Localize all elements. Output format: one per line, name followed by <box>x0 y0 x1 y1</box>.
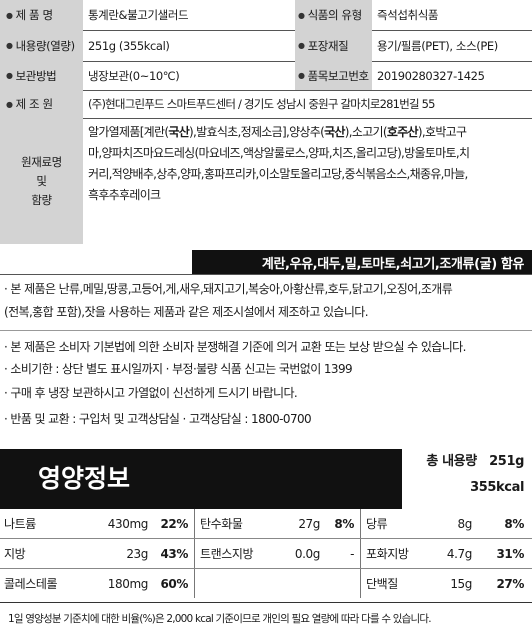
content-label-cell: ● 내용량(열량) <box>0 30 83 61</box>
ingredients-line: 커리,적양배추,상추,양파,홍파프리카,이소말토올리고당,중식볶음소스,채종유,… <box>88 167 468 181</box>
origin-mark: 호주산 <box>386 125 419 139</box>
total-kcal: 355kcal <box>470 480 524 495</box>
nutrient-amount: 180mg <box>107 576 149 591</box>
product-name-label: 제 품 명 <box>15 8 53 22</box>
nutrient-name: 당류 <box>366 517 388 531</box>
nutrition-title: 영양정보 <box>38 464 131 493</box>
info-row-product: ● 제 품 명 통계란&불고기샐러드 ● 식품의 유형 즉석섭취식품 <box>0 0 532 30</box>
notice-line: · 본 제품은 난류,메밀,땅콩,고등어,게,새우,돼지고기,복숭아,아황산류,… <box>4 282 453 296</box>
content-value: 251g (355kcal) <box>88 38 170 53</box>
column-divider <box>194 539 195 568</box>
column-divider <box>360 569 361 598</box>
type-label: 식품의 유형 <box>307 8 363 22</box>
divider <box>0 118 532 119</box>
divider <box>0 538 532 539</box>
nutrition-row: 나트륨 430mg 22% 탄수화물 27g 8% 당류 8g 8% <box>0 509 532 538</box>
origin-mark: 국산 <box>168 125 190 139</box>
divider <box>0 90 532 91</box>
nutrient-name: 단백질 <box>366 577 398 591</box>
notice-line: · 구매 후 냉장 보관하시고 가열없이 신선하게 드시기 바랍니다. <box>4 386 298 400</box>
nutrient-amount: 430mg <box>107 516 149 531</box>
ingredients-line: 마,양파치즈마요드레싱(마요네즈,액상알룰로스,양파,치즈,올리고당),방울토마… <box>88 146 470 160</box>
nutrient-percent: 27% <box>496 576 524 591</box>
notice-line: · 반품 및 교환 : 구입처 및 고객상담실 · 고객상담실 : 1800-0… <box>4 412 312 426</box>
ingredients-text: 알가열제품[계란(국산),발효식초,정제소금],양상추(국산),소고기(호주산)… <box>88 122 530 206</box>
packaging-value: 용기/필름(PET), 소스(PE) <box>377 38 498 53</box>
notice-line: (전복,홍합 포함),잣을 사용하는 제품과 같은 제조시설에서 제조하고 있습… <box>4 305 369 319</box>
allergen-notice: 계란,우유,대두,밀,토마토,쇠고기,조개류(굴) 함유 <box>192 250 532 274</box>
type-label-cell: ● 식품의 유형 <box>295 0 372 30</box>
nutrient-amount: 15g <box>450 576 472 591</box>
column-divider <box>360 539 361 568</box>
nutrient-amount: 0.0g <box>294 546 321 561</box>
nutrition-row: 지방 23g 43% 트랜스지방 0.0g - 포화지방 4.7g 31% <box>0 539 532 568</box>
nutrient-percent: 8% <box>334 516 354 531</box>
nutrient-name: 포화지방 <box>366 547 409 561</box>
content-label: 내용량(열량) <box>15 38 75 53</box>
maker-label: 제 조 원 <box>15 97 53 111</box>
total-amount: 251g <box>489 454 524 469</box>
nutrition-total: 총 내용량 251g 355kcal <box>402 449 532 509</box>
column-divider <box>360 509 361 538</box>
storage-value: 냉장보관(0~10℃) <box>88 68 180 83</box>
info-row-storage: ● 보관방법 냉장보관(0~10℃) ● 품목보고번호 20190280327-14… <box>0 61 532 90</box>
notice-line: · 소비기한 : 상단 별도 표시일까지 · 부정·불량 식품 신고는 국번없이… <box>4 362 353 376</box>
food-type: 즉석섭취식품 <box>377 8 439 22</box>
total-label: 총 내용량 <box>426 454 477 469</box>
nutrient-name: 트랜스지방 <box>200 547 254 561</box>
storage-label: 보관방법 <box>15 68 57 83</box>
allergen-bar: 계란,우유,대두,밀,토마토,쇠고기,조개류(굴) 함유 <box>0 250 532 274</box>
nutrient-name: 콜레스테롤 <box>4 577 58 591</box>
column-divider <box>194 569 195 598</box>
ingredients-line: 흑후추후레이크 <box>88 188 161 202</box>
nutrition-row: 콜레스테롤 180mg 60% 단백질 15g 27% <box>0 569 532 598</box>
ingredients-label-line: 및 <box>36 173 47 188</box>
nutrient-percent: 31% <box>496 546 524 561</box>
column-divider <box>194 509 195 538</box>
divider <box>0 330 532 331</box>
nutrient-percent: 8% <box>504 516 524 531</box>
nutrient-percent: 60% <box>160 576 188 591</box>
divider <box>0 568 532 569</box>
product-name: 통계란&불고기샐러드 <box>88 8 189 22</box>
packaging-label: 포장재질 <box>307 38 349 53</box>
nutrient-percent: 43% <box>160 546 188 561</box>
ingredients-label-line: 함량 <box>31 192 52 207</box>
origin-mark: 국산 <box>324 125 345 139</box>
ingredients-label: 원재료명 및 함량 <box>0 118 83 244</box>
nutrient-amount: 23g <box>126 546 148 561</box>
report-label: 품목보고번호 <box>307 68 369 83</box>
nutrient-name: 탄수화물 <box>200 517 243 531</box>
divider <box>0 274 532 275</box>
storage-label-cell: ● 보관방법 <box>0 61 83 90</box>
divider <box>0 30 532 31</box>
divider <box>0 61 532 62</box>
ingredients-label-line: 원재료명 <box>21 154 62 169</box>
maker-label-cell: ● 제 조 원 <box>0 90 83 118</box>
notice-line: · 본 제품은 소비자 기본법에 의한 소비자 분쟁해결 기준에 의거 교환 또… <box>4 340 466 354</box>
maker-value: (주)현대그린푸드 스마트푸드센터 / 경기도 성남시 중원구 갈마치로281번… <box>88 97 435 111</box>
divider <box>0 602 532 603</box>
report-number: 20190280327-1425 <box>377 68 485 83</box>
nutrition-header: 영양정보 총 내용량 251g 355kcal <box>0 449 532 509</box>
nutrient-name: 나트륨 <box>4 517 36 531</box>
report-label-cell: ● 품목보고번호 <box>295 61 372 90</box>
info-row-content: ● 내용량(열량) 251g (355kcal) ● 포장재질 용기/필름(PET)… <box>0 30 532 61</box>
ingredients-line: 알가열제품[계란(국산),발효식초,정제소금],양상추(국산),소고기(호주산)… <box>88 125 467 139</box>
nutrient-name: 지방 <box>4 547 26 561</box>
packaging-label-cell: ● 포장재질 <box>295 30 372 61</box>
nutrient-amount: 8g <box>457 516 473 531</box>
nutrient-percent: 22% <box>160 516 188 531</box>
nutrition-footnote: 1일 영양성분 기준치에 대한 비율(%)은 2,000 kcal 기준이므로 … <box>8 613 432 625</box>
product-name-label-cell: ● 제 품 명 <box>0 0 83 30</box>
nutrient-amount: 27g <box>298 516 320 531</box>
nutrient-amount: 4.7g <box>446 546 473 561</box>
info-row-maker: ● 제 조 원 (주)현대그린푸드 스마트푸드센터 / 경기도 성남시 중원구 갈… <box>0 90 532 118</box>
nutrient-percent: - <box>350 546 354 561</box>
